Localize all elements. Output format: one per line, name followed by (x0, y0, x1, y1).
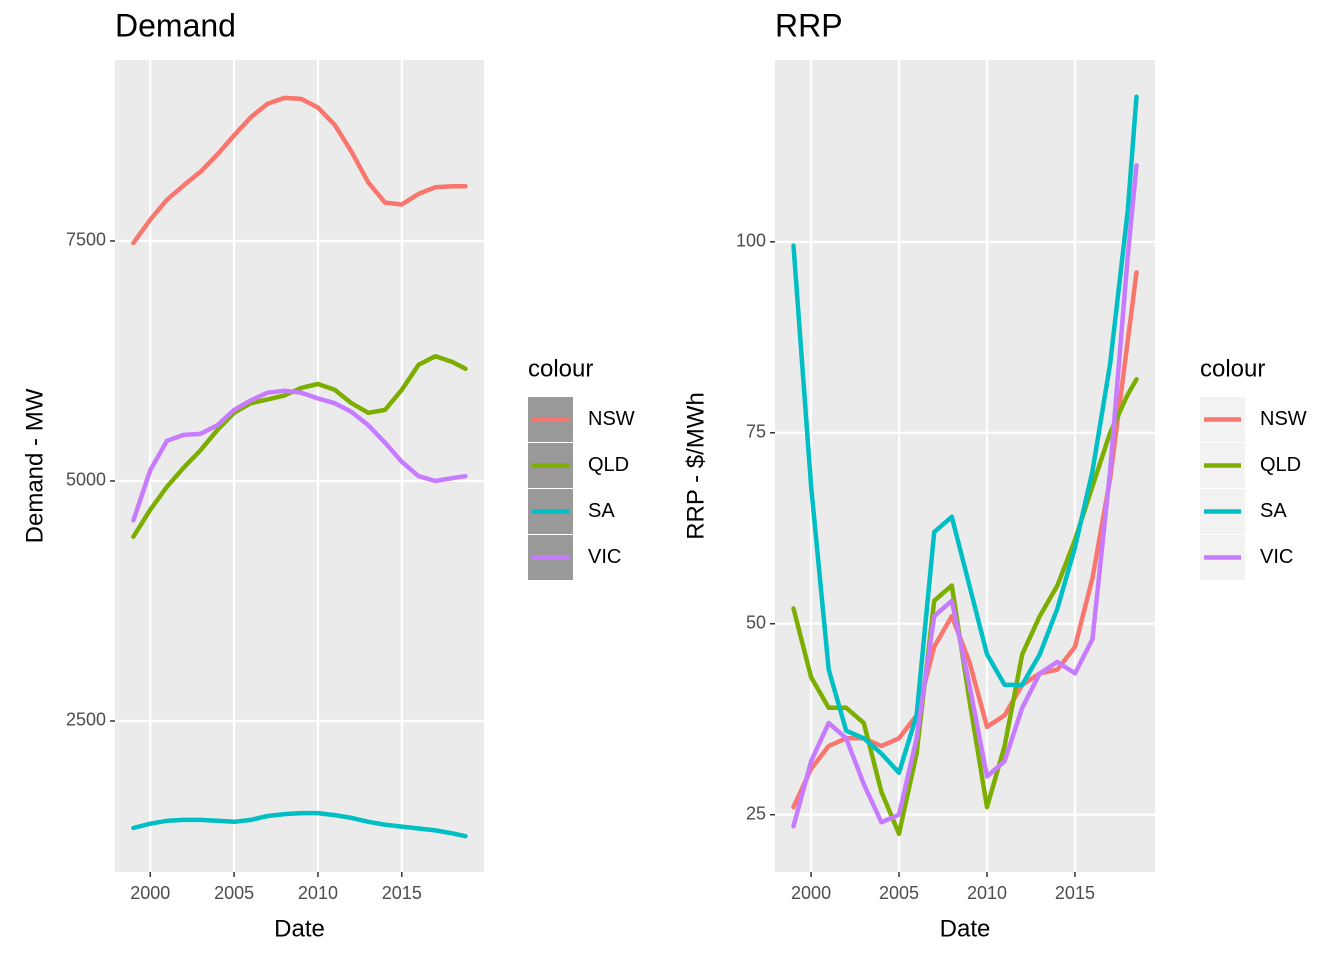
legend-label: VIC (1260, 546, 1293, 568)
legend-label: QLD (588, 454, 629, 476)
x-tick-label: 2005 (879, 883, 919, 903)
y-tick-label: 7500 (66, 230, 106, 250)
legend-label: NSW (588, 408, 635, 430)
line-series (131, 95, 468, 246)
x-axis-title: Date (940, 915, 991, 942)
x-tick-label: 2000 (130, 883, 170, 903)
y-tick-label: 100 (736, 231, 766, 251)
legend-label: QLD (1260, 454, 1301, 476)
legend-title: colour (528, 355, 593, 382)
line-series (791, 94, 1139, 775)
x-tick-label: 2015 (1055, 883, 1095, 903)
chart-title: Demand (115, 7, 236, 43)
x-tick-label: 2010 (298, 883, 338, 903)
legend-label: NSW (1260, 408, 1307, 430)
y-tick-label: 2500 (66, 710, 106, 730)
line-series (131, 353, 468, 539)
y-tick-label: 5000 (66, 470, 106, 490)
legend-label: SA (588, 500, 615, 522)
line-series (131, 810, 468, 839)
chart-title: RRP (775, 7, 843, 43)
line-series (791, 163, 1139, 829)
line-series (131, 388, 468, 523)
y-axis-title: RRP - $/MWh (682, 392, 709, 540)
y-tick-label: 25 (746, 803, 766, 823)
y-tick-label: 75 (746, 422, 766, 442)
x-tick-label: 2000 (791, 883, 831, 903)
x-tick-label: 2015 (382, 883, 422, 903)
legend-label: SA (1260, 500, 1287, 522)
x-tick-label: 2010 (967, 883, 1007, 903)
legend-label: VIC (588, 546, 621, 568)
legend-title: colour (1200, 355, 1265, 382)
x-axis-title: Date (274, 915, 325, 942)
y-tick-label: 50 (746, 612, 766, 632)
y-axis-title: Demand - MW (21, 388, 48, 543)
x-tick-label: 2005 (214, 883, 254, 903)
line-series (791, 270, 1139, 810)
plot-background (115, 60, 484, 872)
